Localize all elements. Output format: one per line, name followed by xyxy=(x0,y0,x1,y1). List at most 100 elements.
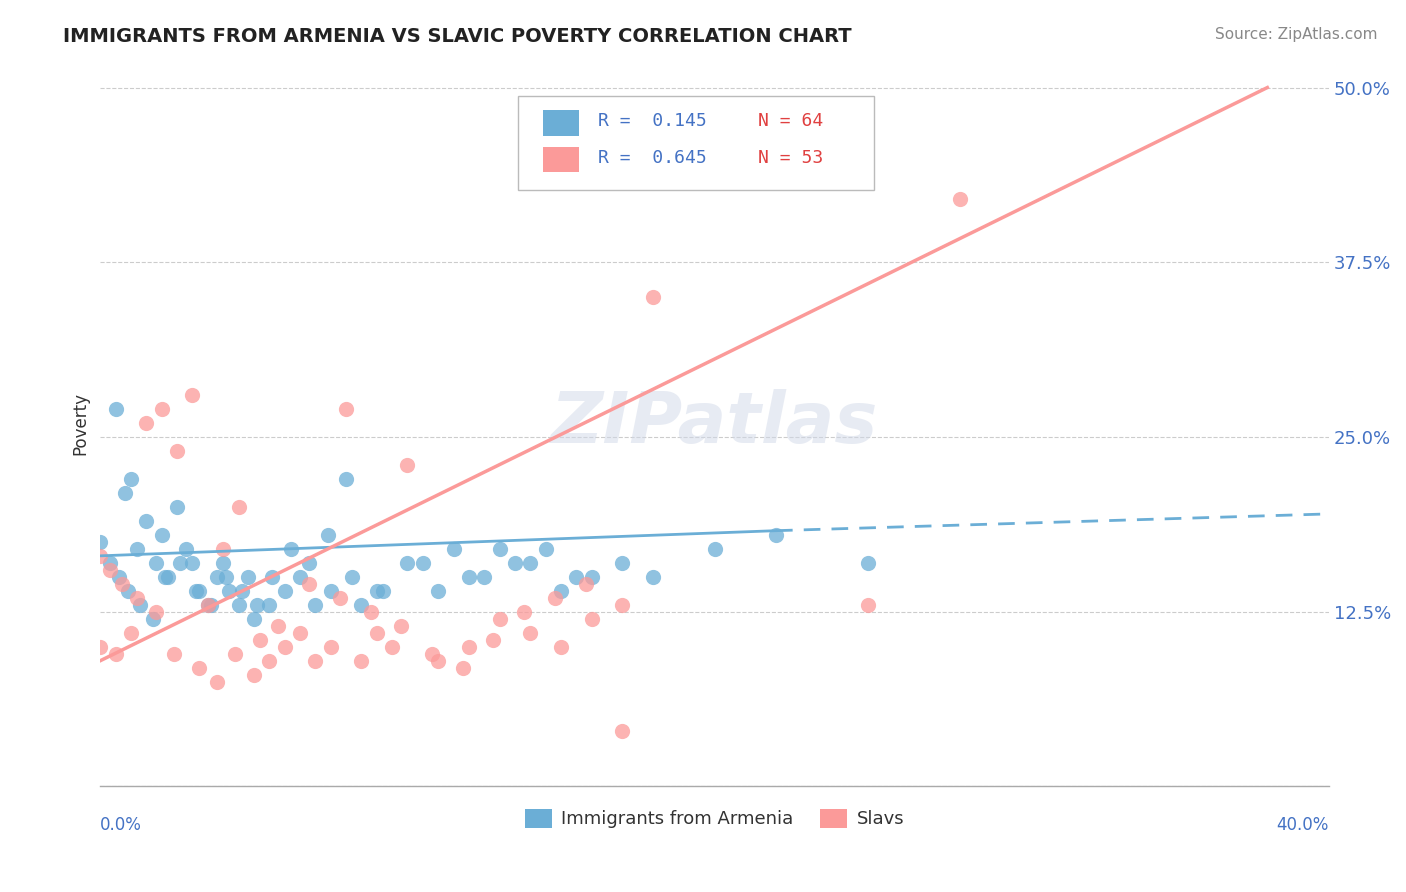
Bar xyxy=(543,147,579,172)
Point xyxy=(534,541,557,556)
Point xyxy=(298,576,321,591)
Point xyxy=(228,500,250,514)
Point xyxy=(488,612,510,626)
Point xyxy=(187,661,209,675)
Point xyxy=(612,723,634,738)
Text: ZIPatlas: ZIPatlas xyxy=(551,389,879,458)
Point xyxy=(350,598,373,612)
Point xyxy=(150,528,173,542)
Bar xyxy=(543,111,579,136)
Point xyxy=(457,570,479,584)
Point xyxy=(765,528,787,542)
Point xyxy=(519,556,541,570)
Point xyxy=(120,625,142,640)
Point xyxy=(427,654,450,668)
Point xyxy=(218,583,240,598)
Point xyxy=(340,570,363,584)
Point xyxy=(703,541,725,556)
Point xyxy=(127,541,149,556)
Text: 0.0%: 0.0% xyxy=(100,815,142,833)
Point xyxy=(482,632,505,647)
Point xyxy=(236,570,259,584)
Point xyxy=(142,612,165,626)
Point xyxy=(104,647,127,661)
Point xyxy=(519,625,541,640)
Point xyxy=(366,625,388,640)
Point xyxy=(104,402,127,417)
Point xyxy=(89,640,111,654)
Point xyxy=(316,528,339,542)
Text: N = 53: N = 53 xyxy=(758,149,823,167)
Point xyxy=(259,598,281,612)
Text: IMMIGRANTS FROM ARMENIA VS SLAVIC POVERTY CORRELATION CHART: IMMIGRANTS FROM ARMENIA VS SLAVIC POVERT… xyxy=(63,27,852,45)
Point xyxy=(127,591,149,605)
Point xyxy=(176,541,198,556)
Point xyxy=(197,598,219,612)
Point xyxy=(135,514,157,528)
Point xyxy=(259,654,281,668)
Point xyxy=(135,416,157,430)
Point xyxy=(412,556,434,570)
Point xyxy=(550,583,572,598)
Point xyxy=(243,612,266,626)
Point xyxy=(335,402,357,417)
Point xyxy=(224,647,246,661)
Point xyxy=(396,556,419,570)
Point xyxy=(153,570,176,584)
Point xyxy=(89,549,111,563)
Y-axis label: Poverty: Poverty xyxy=(72,392,89,455)
Point xyxy=(166,500,188,514)
Point xyxy=(249,632,271,647)
Point xyxy=(120,472,142,486)
Point xyxy=(129,598,152,612)
Point xyxy=(335,472,357,486)
Text: Source: ZipAtlas.com: Source: ZipAtlas.com xyxy=(1215,27,1378,42)
Point xyxy=(111,576,134,591)
Point xyxy=(89,534,111,549)
Point xyxy=(381,640,404,654)
Point xyxy=(262,570,284,584)
Point xyxy=(184,583,207,598)
Point xyxy=(360,605,382,619)
Legend: Immigrants from Armenia, Slavs: Immigrants from Armenia, Slavs xyxy=(517,802,911,836)
Point xyxy=(513,605,536,619)
Point xyxy=(389,618,412,632)
Point xyxy=(197,598,219,612)
Point xyxy=(215,570,238,584)
Text: R =  0.645: R = 0.645 xyxy=(598,149,707,167)
Point xyxy=(166,444,188,458)
Point xyxy=(288,625,311,640)
Point xyxy=(503,556,526,570)
Point xyxy=(427,583,450,598)
Point xyxy=(181,388,204,402)
Point xyxy=(181,556,204,570)
Point xyxy=(200,598,222,612)
Point xyxy=(273,583,295,598)
Point xyxy=(298,556,321,570)
Point xyxy=(114,486,136,500)
Point xyxy=(205,674,228,689)
Text: 40.0%: 40.0% xyxy=(1277,815,1329,833)
Point xyxy=(350,654,373,668)
Point xyxy=(117,583,139,598)
Point xyxy=(98,563,121,577)
Point xyxy=(304,598,326,612)
Point xyxy=(612,556,634,570)
Point xyxy=(163,647,186,661)
FancyBboxPatch shape xyxy=(517,96,875,190)
Point xyxy=(145,605,167,619)
Point xyxy=(643,570,665,584)
Point xyxy=(457,640,479,654)
Point xyxy=(145,556,167,570)
Point xyxy=(544,591,567,605)
Point xyxy=(949,193,972,207)
Point xyxy=(169,556,191,570)
Point xyxy=(304,654,326,668)
Point xyxy=(451,661,474,675)
Point xyxy=(581,570,603,584)
Point xyxy=(267,618,290,632)
Point xyxy=(856,598,879,612)
Point xyxy=(366,583,388,598)
Text: N = 64: N = 64 xyxy=(758,112,823,130)
Point xyxy=(581,612,603,626)
